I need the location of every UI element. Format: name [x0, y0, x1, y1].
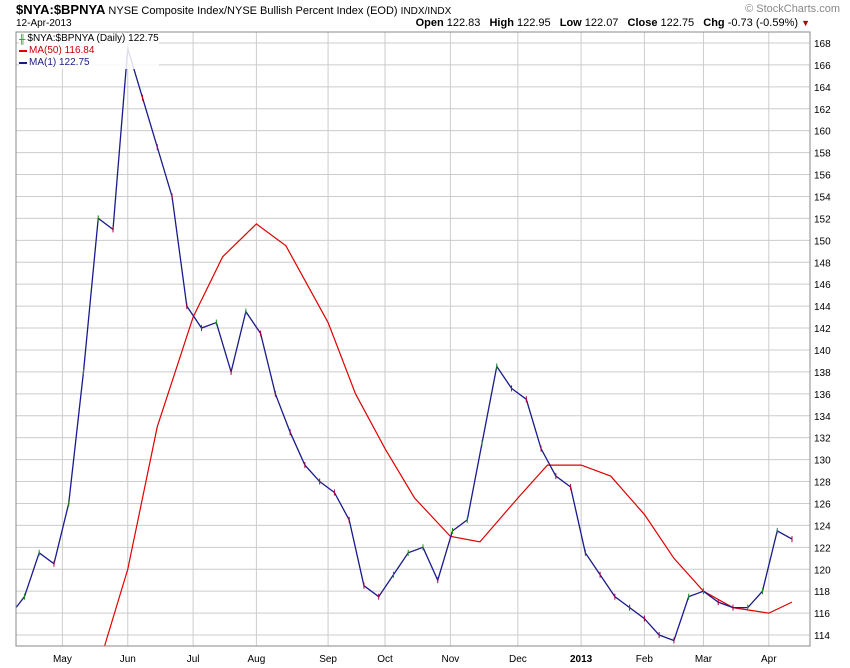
y-tick-label: 156 [814, 171, 831, 182]
x-tick-label: Mar [695, 654, 713, 665]
x-axis: May Jun Jul Aug Sep Oct Nov Dec 2013 Feb Mar Apr [53, 654, 777, 665]
chart-header: $NYA:$BPNYA NYSE Composite Index/NYSE Bu… [0, 0, 850, 32]
exchange-label: INDX/INDX [400, 6, 452, 17]
y-tick-label: 132 [814, 434, 831, 445]
legend-ma1: MA(1) 122.75 [19, 57, 159, 69]
y-tick-label: 128 [814, 478, 831, 489]
x-tick-label: Oct [377, 654, 393, 665]
grid [16, 32, 810, 646]
y-tick-label: 124 [814, 521, 831, 532]
x-tick-label: 2013 [570, 654, 593, 665]
x-tick-label: Nov [441, 654, 459, 665]
chg-label: Chg [703, 17, 725, 29]
y-tick-label: 164 [814, 83, 831, 94]
y-tick-label: 116 [814, 609, 830, 620]
close-value: 122.75 [660, 17, 695, 29]
y-tick-label: 158 [814, 149, 831, 160]
y-tick-label: 152 [814, 214, 831, 225]
y-tick-label: 138 [814, 368, 831, 379]
ohlc-bar: Open 122.83 High 122.95 Low 122.07 Close… [416, 17, 810, 29]
x-tick-label: Jun [120, 654, 136, 665]
y-tick-label: 142 [814, 324, 831, 335]
x-tick-label: Dec [509, 654, 527, 665]
y-tick-label: 154 [814, 192, 831, 203]
open-label: Open [415, 17, 444, 29]
y-tick-label: 118 [814, 587, 830, 598]
high-label: High [489, 17, 514, 29]
y-tick-label: 148 [814, 258, 831, 269]
x-tick-label: Apr [761, 654, 777, 665]
plot-background [16, 32, 810, 646]
series-layer [15, 45, 793, 647]
x-tick-label: May [53, 654, 72, 665]
brand-watermark: © StockCharts.com [745, 3, 840, 15]
chg-value: -0.73 (-0.59%) [727, 17, 799, 29]
y-tick-label: 122 [814, 543, 831, 554]
chart-legend: ╫ $NYA:$BPNYA (Daily) 122.75 MA(50) 116.… [19, 33, 159, 69]
close-label: Close [627, 17, 658, 29]
ma1-swatch [19, 62, 27, 64]
legend-price: ╫ $NYA:$BPNYA (Daily) 122.75 [19, 33, 159, 45]
y-tick-label: 120 [814, 565, 831, 576]
y-tick-label: 140 [814, 346, 831, 357]
y-tick-label: 144 [814, 302, 831, 313]
chart-date: 12-Apr-2013 [16, 18, 72, 29]
open-value: 122.83 [446, 17, 481, 29]
y-tick-label: 146 [814, 280, 831, 291]
chart-title: $NYA:$BPNYA NYSE Composite Index/NYSE Bu… [16, 2, 451, 17]
ma1-line [15, 48, 793, 642]
x-tick-label: Aug [247, 654, 265, 665]
symbol: $NYA:$BPNYA [16, 2, 106, 17]
legend-price-label: $NYA:$BPNYA (Daily) 122.75 [27, 33, 159, 44]
x-tick-label: Jul [187, 654, 200, 665]
y-tick-label: 134 [814, 412, 831, 423]
legend-ma50: MA(50) 116.84 [19, 45, 159, 57]
legend-ma50-label: MA(50) 116.84 [29, 45, 95, 56]
x-tick-label: Feb [636, 654, 654, 665]
y-tick-label: 136 [814, 390, 831, 401]
y-tick-label: 160 [814, 127, 831, 138]
y-tick-label: 126 [814, 499, 831, 510]
y-tick-label: 168 [814, 39, 831, 50]
index-name: NYSE Composite Index/NYSE Bullish Percen… [108, 5, 398, 17]
y-tick-label: 166 [814, 61, 831, 72]
y-tick-label: 130 [814, 456, 831, 467]
y-tick-label: 114 [814, 631, 830, 642]
legend-ma1-label: MA(1) 122.75 [29, 57, 90, 68]
y-axis: 114 116 118 120 122 124 126 128 130 132 134 136 138 1… [814, 39, 831, 642]
ma50-swatch [19, 50, 27, 52]
y-tick-label: 162 [814, 105, 831, 116]
low-label: Low [559, 17, 582, 29]
plot-border [15, 31, 811, 647]
high-value: 122.95 [517, 17, 551, 29]
low-value: 122.07 [584, 17, 619, 29]
x-tick-label: Sep [319, 654, 337, 665]
down-triangle-icon: ▼ [801, 18, 810, 28]
bar-icon: ╫ [19, 34, 26, 44]
y-tick-label: 150 [814, 236, 831, 247]
